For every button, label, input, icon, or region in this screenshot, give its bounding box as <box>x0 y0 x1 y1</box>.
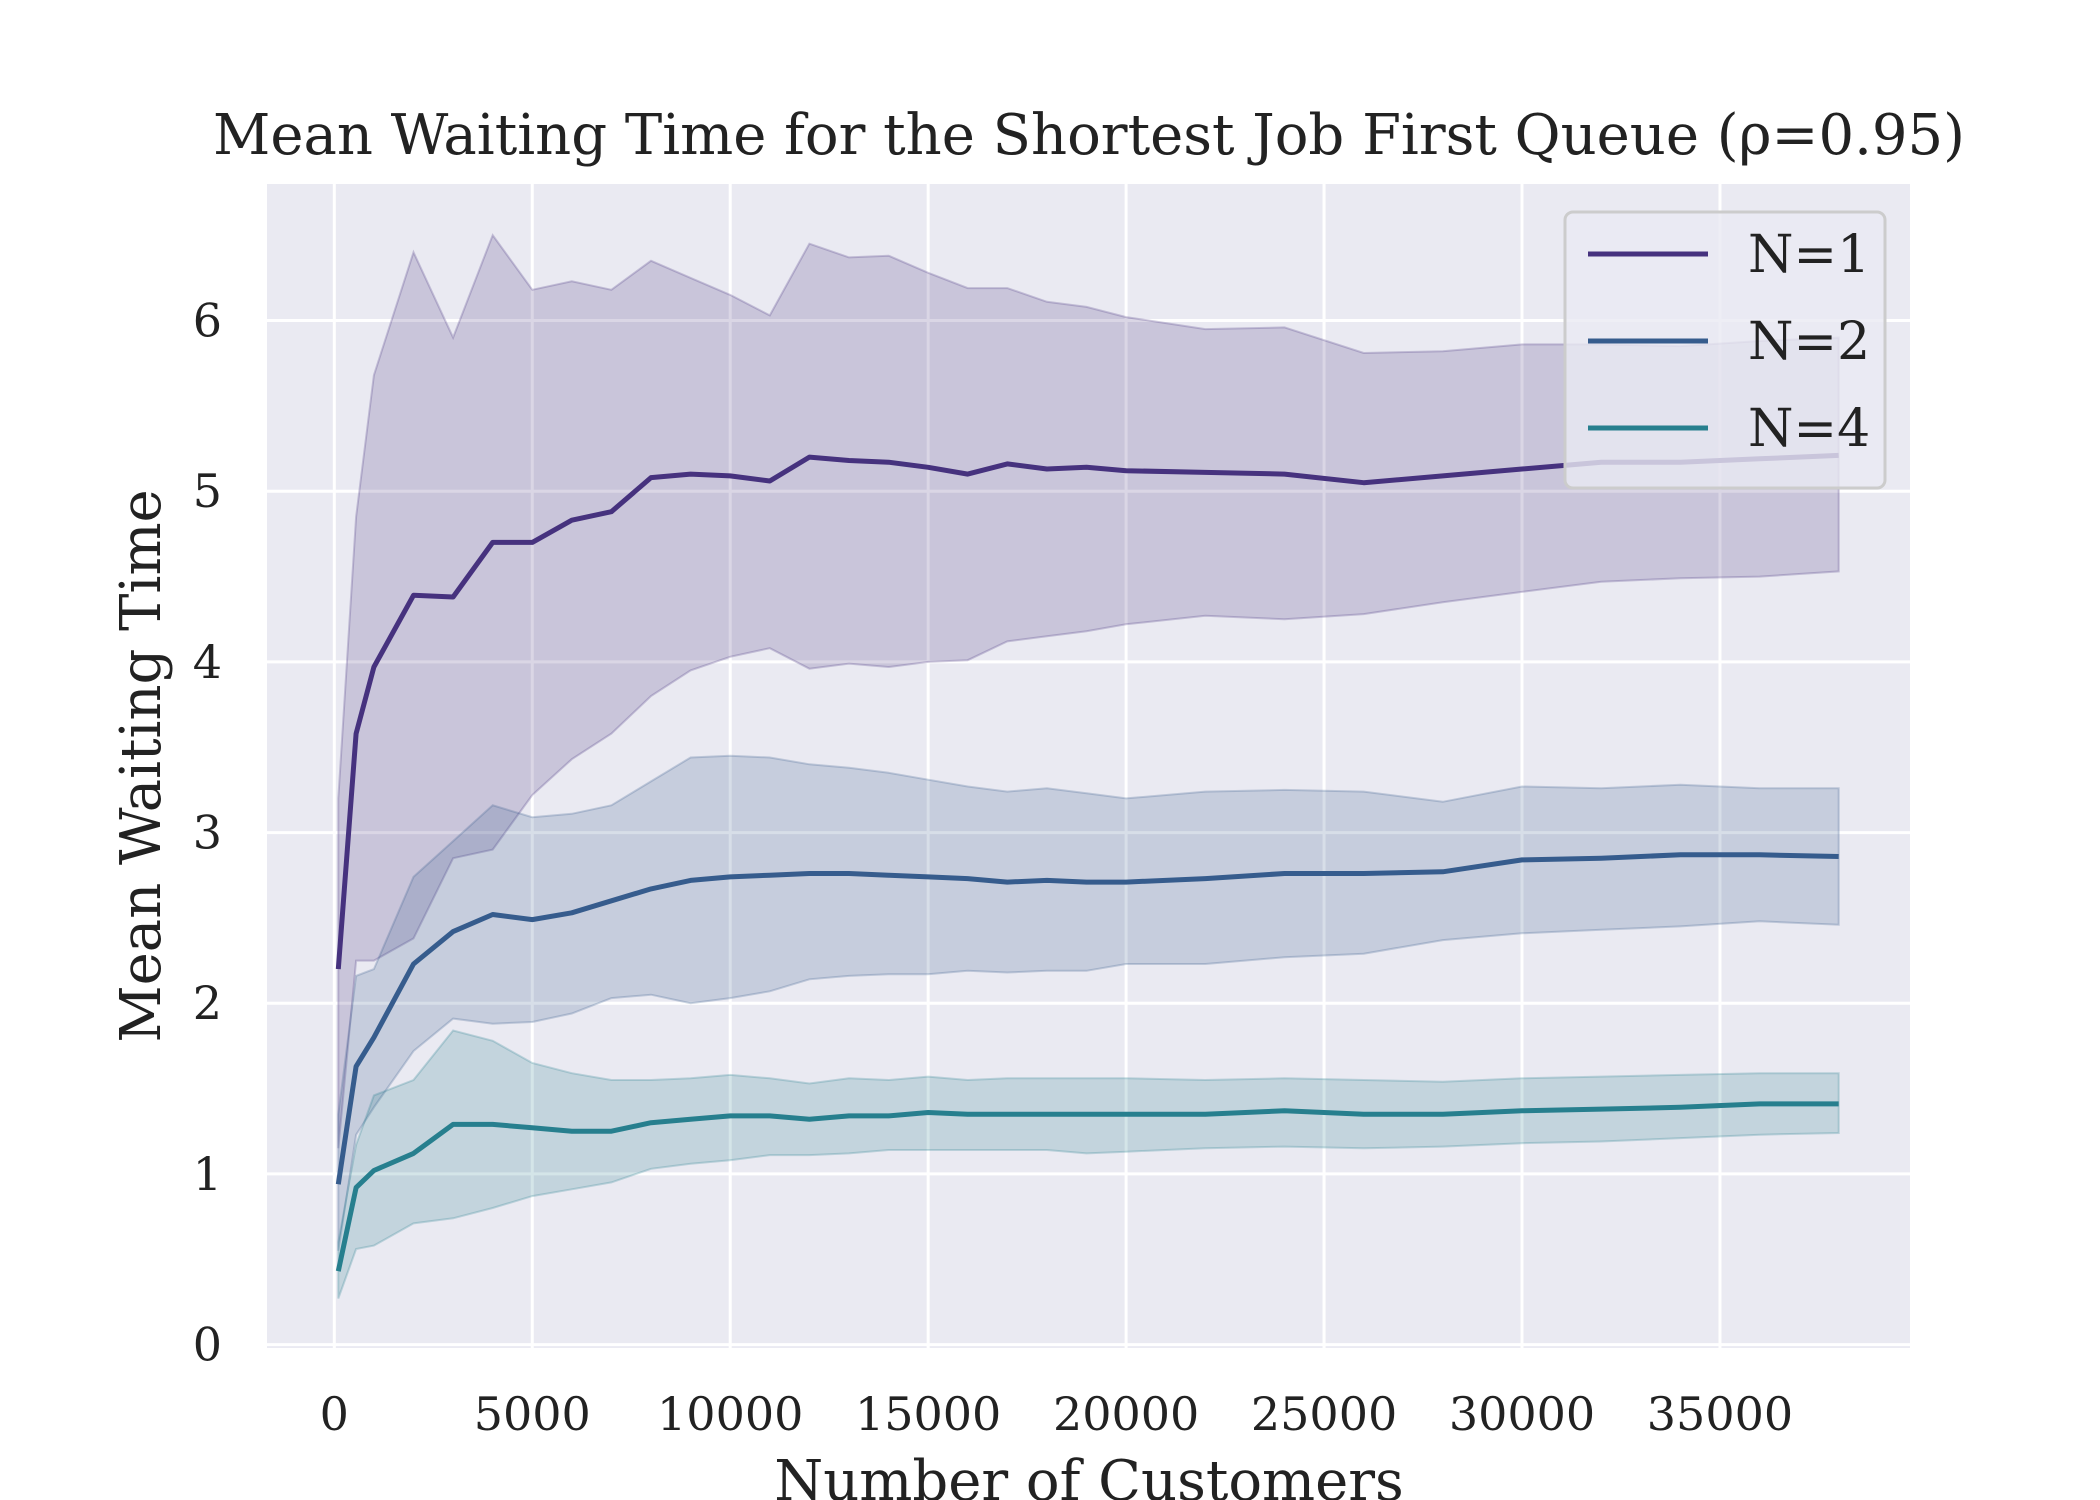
x-tick-label: 15000 <box>855 1387 1001 1441</box>
x-tick-label: 20000 <box>1053 1387 1199 1441</box>
y-tick-label: 5 <box>193 464 222 518</box>
x-tick-label: 35000 <box>1647 1387 1793 1441</box>
y-tick-label: 6 <box>193 294 222 348</box>
y-tick-label: 4 <box>193 635 222 689</box>
series-line-n2 <box>335 852 1839 1185</box>
legend: N=1 N=2 N=4 <box>1563 210 1887 490</box>
legend-label: N=2 <box>1748 312 1870 372</box>
x-tick-label: 5000 <box>474 1387 591 1441</box>
series-line-n1 <box>335 452 1839 970</box>
x-tick-label: 0 <box>320 1387 349 1441</box>
y-tick-label: 1 <box>193 1147 222 1201</box>
y-tick-label: 3 <box>193 806 222 860</box>
x-tick-label: 25000 <box>1251 1387 1397 1441</box>
chart-title: Mean Waiting Time for the Shortest Job F… <box>213 103 1965 168</box>
series-lines <box>335 452 1839 1272</box>
legend-label: N=4 <box>1748 399 1870 459</box>
x-tick-label: 10000 <box>657 1387 803 1441</box>
x-tick-label: 30000 <box>1449 1387 1595 1441</box>
confidence-band-n1 <box>337 233 1840 1149</box>
series-line-n4 <box>335 1101 1839 1272</box>
legend-label: N=1 <box>1748 225 1870 285</box>
confidence-band-n4 <box>337 1029 1840 1299</box>
x-tick-labels: 0 5000 10000 15000 20000 25000 30000 35000 <box>320 1387 1793 1441</box>
y-tick-labels: 0 1 2 3 4 5 6 <box>193 294 222 1372</box>
legend-box <box>1563 210 1887 490</box>
x-axis-label: Number of Customers <box>774 1449 1404 1500</box>
y-tick-label: 2 <box>193 976 222 1030</box>
y-axis-label: Mean Waiting Time <box>109 489 174 1042</box>
y-tick-label: 0 <box>193 1318 222 1372</box>
